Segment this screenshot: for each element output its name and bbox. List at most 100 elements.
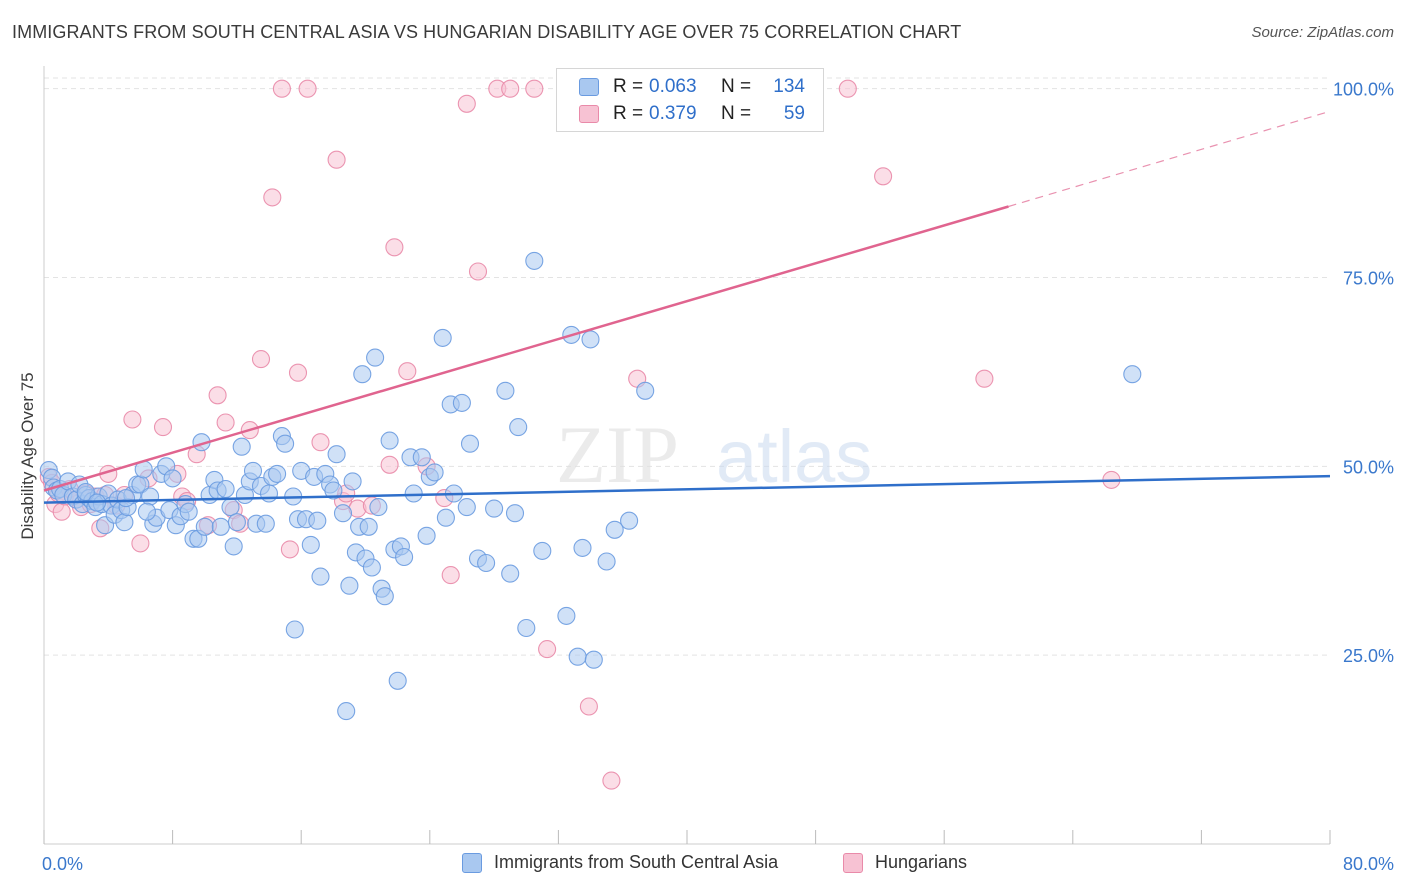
hungarian-point (579, 697, 598, 716)
south-central-asia-point (557, 606, 576, 625)
r-value-pink: 0.379 (649, 103, 697, 124)
legend-item-hungarians[interactable]: Hungarians (843, 852, 967, 873)
south-central-asia-point (224, 537, 243, 556)
south-central-asia-point (584, 650, 603, 669)
hungarian-point (298, 79, 317, 98)
south-central-asia-point (232, 437, 251, 456)
r-label: R = (613, 103, 644, 124)
trend-lines (43, 110, 1331, 504)
south-central-asia-point (116, 489, 136, 508)
hungarian-point (538, 640, 557, 659)
hungarian-point (380, 455, 399, 474)
legend-item-south-central-asia[interactable]: Immigrants from South Central Asia (462, 852, 778, 873)
hungarian-point (208, 386, 227, 405)
south-central-asia-point (243, 461, 263, 480)
blue-swatch (462, 852, 482, 873)
stats-row-blue: R = 0.063 N = 134 (579, 75, 805, 99)
trend-line-hungarians (43, 205, 1009, 492)
south-central-asia-point (211, 517, 230, 536)
n-label: N = (721, 76, 752, 97)
south-central-asia-point (505, 504, 525, 523)
stats-legend: R = 0.063 N = 134 R = 0.379 N = 59 (556, 68, 824, 132)
south-central-asia-point (460, 434, 480, 453)
south-central-asia-point (276, 434, 295, 453)
hungarian-point (216, 413, 235, 432)
south-central-asia-point (268, 464, 287, 483)
south-central-asia-point (573, 538, 592, 557)
hungarian-point (153, 418, 173, 437)
south-central-asia-point (301, 535, 320, 554)
x-tick-label: 0.0% (42, 854, 83, 874)
legend-label-hungarians: Hungarians (875, 852, 968, 872)
hungarian-point (131, 534, 150, 553)
hungarian-point (52, 502, 71, 521)
south-central-asia-point (1123, 365, 1142, 384)
south-central-asia-point (509, 418, 528, 437)
hungarian-point (398, 362, 417, 381)
hungarian-point (975, 369, 994, 388)
watermark: ZIP atlas (556, 409, 872, 500)
south-central-asia-point (517, 618, 536, 638)
blue-swatch (579, 78, 599, 96)
south-central-asia-point (327, 445, 346, 464)
south-central-asia-point (141, 487, 160, 506)
hungarian-point (327, 150, 346, 169)
series-legend: Immigrants from South Central Asia Hunga… (0, 852, 1406, 878)
source-attribution: Source: ZipAtlas.com (1251, 24, 1394, 41)
south-central-asia-point (597, 552, 616, 571)
trend-line-hungarians-extrapolated (1008, 110, 1331, 208)
n-label: N = (721, 103, 752, 124)
south-central-asia-point (395, 547, 414, 567)
r-value-blue: 0.063 (649, 76, 697, 97)
south-central-asia-point (525, 251, 544, 270)
pink-swatch (843, 852, 863, 873)
south-central-asia-point (375, 587, 394, 606)
south-central-asia-point (457, 498, 476, 517)
south-central-asia-point (433, 328, 452, 347)
n-value-pink: 59 (783, 103, 805, 124)
south-central-asia-point (337, 702, 356, 721)
south-central-asia-point (340, 576, 359, 595)
south-central-asia-point (636, 381, 655, 400)
south-central-asia-point (501, 564, 520, 583)
south-central-asia-point (533, 541, 552, 560)
south-central-asia-point (259, 484, 279, 503)
n-value-blue: 134 (773, 76, 805, 97)
hungarian-point (501, 79, 520, 98)
hungarian-point (280, 540, 299, 559)
south-central-asia-point (425, 463, 444, 482)
y-tick-label: 75.0% (1343, 268, 1394, 288)
hungarian-point (385, 238, 404, 257)
hungarian-point (123, 410, 142, 429)
south-central-asia-point (308, 511, 327, 530)
south-central-asia-point (137, 502, 156, 521)
south-central-asia-point (417, 526, 436, 545)
south-central-asia-point (333, 504, 353, 523)
south-central-asia-point (605, 520, 624, 539)
south-central-asia-point (369, 498, 388, 517)
hungarian-point (311, 433, 330, 452)
south-central-asia-point (366, 348, 385, 367)
hungarian-point (874, 167, 893, 186)
south-central-asia-point (388, 671, 407, 690)
south-central-asia-point (485, 499, 504, 518)
x-tick-label: 80.0% (1343, 854, 1394, 874)
y-tick-label: 25.0% (1343, 646, 1394, 666)
tick-labels: 25.0% 50.0% 75.0% 100.0% 0.0% 80.0% (42, 80, 1394, 874)
hungarian-point (602, 771, 621, 790)
hungarian-point (457, 94, 476, 113)
south-central-asia-point (311, 567, 330, 586)
hungarian-point (272, 79, 291, 98)
y-tick-label: 100.0% (1333, 80, 1394, 100)
south-central-asia-point (353, 365, 372, 384)
south-central-asia-point (581, 330, 600, 349)
legend-label-south-central-asia: Immigrants from South Central Asia (494, 852, 779, 872)
south-central-asia-point (477, 553, 496, 573)
south-central-asia-point (324, 481, 343, 500)
south-central-asia-point (227, 513, 246, 532)
y-tick-label: 50.0% (1343, 457, 1394, 477)
south-central-asia-point (195, 517, 214, 536)
chart-title: IMMIGRANTS FROM SOUTH CENTRAL ASIA VS HU… (12, 22, 962, 42)
south-central-asia-point (436, 508, 455, 527)
